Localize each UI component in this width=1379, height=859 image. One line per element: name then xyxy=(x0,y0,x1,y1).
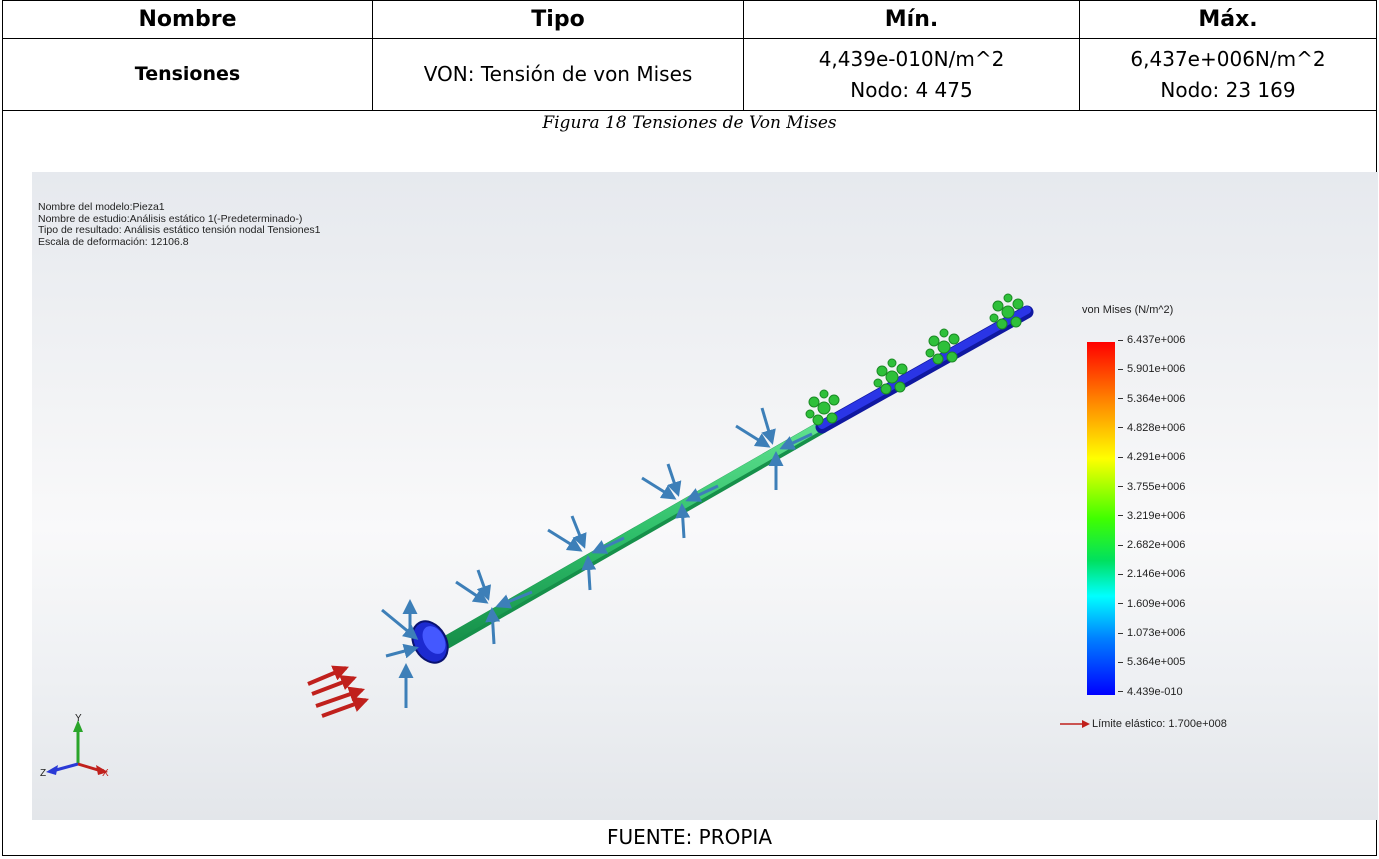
cell-max: 6,437e+006N/m^2 Nodo: 23 169 xyxy=(1079,38,1377,111)
legend-tick: 1.073e+006 xyxy=(1118,627,1185,639)
cell-min: 4,439e-010N/m^2 Nodo: 4 475 xyxy=(743,38,1080,111)
legend-tick: 2.682e+006 xyxy=(1118,539,1185,551)
shaft-model: Y Z X xyxy=(40,293,1034,779)
fixtures xyxy=(805,293,1024,426)
legend-tick: 2.146e+006 xyxy=(1118,568,1185,580)
legend-tick: 5.364e+005 xyxy=(1118,656,1185,668)
figure-caption: Figura 18 Tensiones de Von Mises xyxy=(542,113,837,133)
legend-tick: 3.755e+006 xyxy=(1118,481,1185,493)
legend-title: von Mises (N/m^2) xyxy=(1082,304,1174,316)
legend-tick: 5.364e+006 xyxy=(1118,393,1185,405)
model-info: Nombre del modelo:Pieza1 Nombre de estud… xyxy=(38,201,321,248)
min-value: 4,439e-010N/m^2 xyxy=(818,46,1005,71)
yield-strength: Límite elástico: 1.700e+008 xyxy=(1060,718,1227,730)
legend-color-bar xyxy=(1087,342,1115,695)
yield-label: Límite elástico: 1.700e+008 xyxy=(1092,718,1227,730)
max-node: Nodo: 23 169 xyxy=(1160,77,1296,102)
applied-force xyxy=(307,665,370,718)
table-row: Tensiones VON: Tensión de von Mises 4,43… xyxy=(2,38,1377,111)
header-tipo: Tipo xyxy=(372,0,744,39)
header-nombre: Nombre xyxy=(2,0,373,39)
load-arrows xyxy=(381,407,813,708)
simulation-viewport: Nombre del modelo:Pieza1 Nombre de estud… xyxy=(32,172,1378,820)
model-info-line: Tipo de resultado: Análisis estático ten… xyxy=(38,224,321,236)
header-max: Máx. xyxy=(1079,0,1377,39)
model-info-line: Nombre del modelo:Pieza1 xyxy=(38,201,165,213)
legend-tick: 4.439e-010 xyxy=(1118,686,1183,698)
legend-tick: 6.437e+006 xyxy=(1118,334,1185,346)
cell-type: VON: Tensión de von Mises xyxy=(372,38,744,111)
figure-source: FUENTE: PROPIA xyxy=(606,825,773,849)
model-info-line: Nombre de estudio:Análisis estático 1(-P… xyxy=(38,212,303,225)
min-node: Nodo: 4 475 xyxy=(850,77,973,102)
end-disk xyxy=(411,620,449,664)
legend-tick: 4.291e+006 xyxy=(1118,451,1185,463)
axis-triad: Y Z X xyxy=(40,713,109,779)
triad-x-label: X xyxy=(102,768,109,779)
model-info-line: Escala de deformación: 12106.8 xyxy=(38,235,189,248)
triad-z-label: Z xyxy=(40,768,46,779)
cell-name: Tensiones xyxy=(2,38,373,111)
legend-tick: 4.828e+006 xyxy=(1118,422,1185,434)
legend-tick: 3.219e+006 xyxy=(1118,510,1185,522)
header-min: Mín. xyxy=(743,0,1080,39)
legend-tick: 5.901e+006 xyxy=(1118,363,1185,375)
header-row: Nombre Tipo Mín. Máx. xyxy=(2,0,1377,39)
triad-y-label: Y xyxy=(75,713,82,724)
max-value: 6,437e+006N/m^2 xyxy=(1130,46,1326,71)
red-arrow-icon xyxy=(1060,720,1090,729)
legend-tick: 1.609e+006 xyxy=(1118,598,1185,610)
